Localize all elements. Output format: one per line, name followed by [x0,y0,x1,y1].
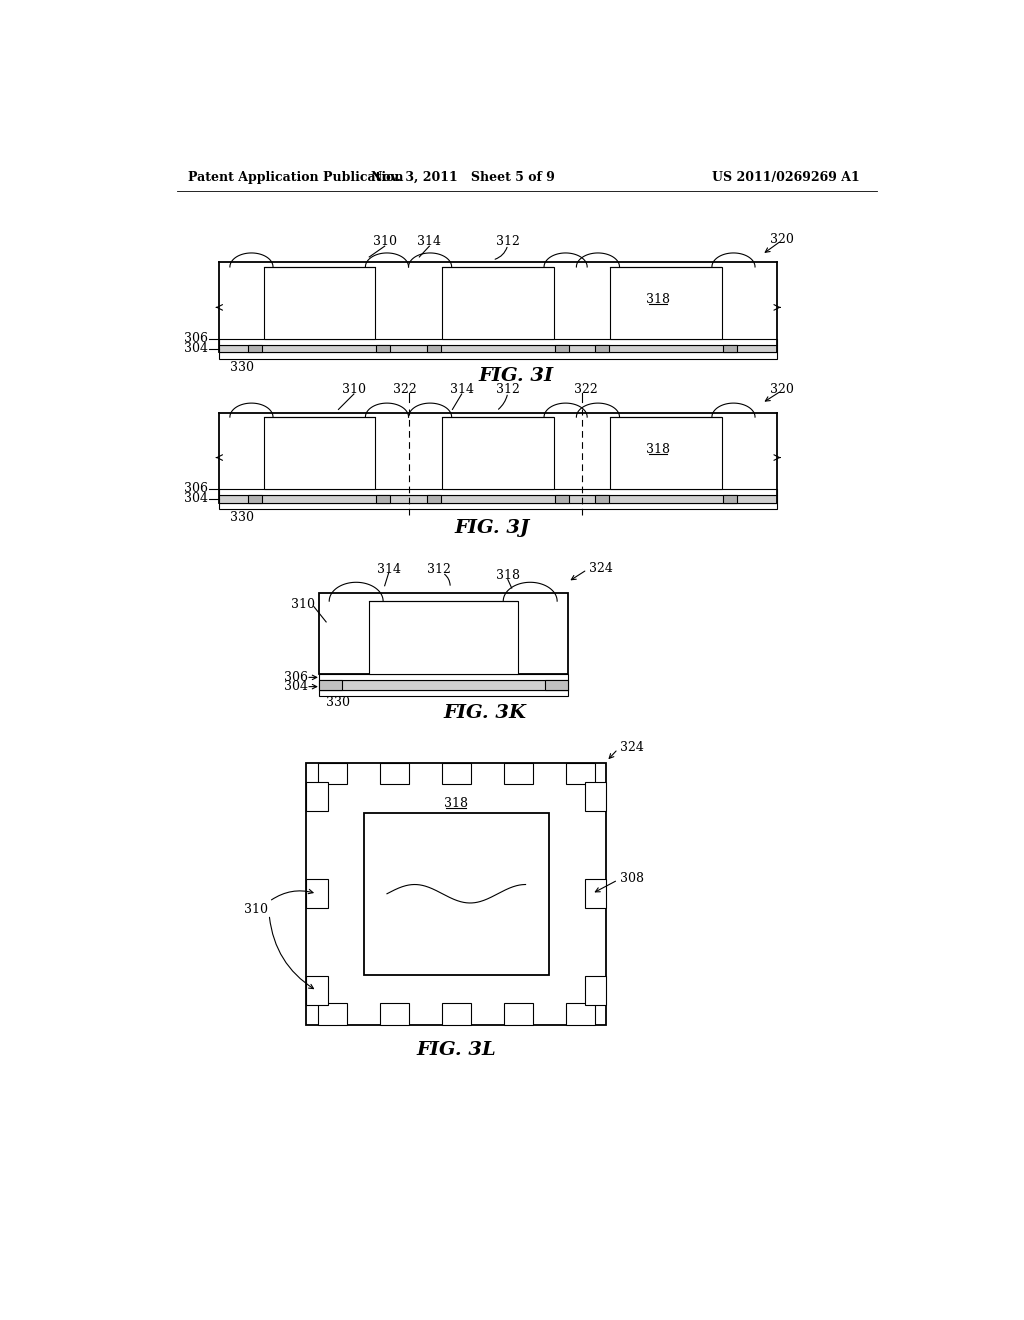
Bar [376,345,390,352]
Text: 310: 310 [244,903,267,916]
Bar [427,345,441,352]
Bar [219,488,777,495]
Text: 308: 308 [620,871,643,884]
Bar [319,594,568,675]
Text: 304: 304 [183,492,208,506]
Bar [427,495,441,503]
Bar [306,763,606,1024]
Text: 312: 312 [427,564,451,576]
Text: 304: 304 [284,680,307,693]
Bar [442,417,554,488]
Text: 322: 322 [393,383,417,396]
Bar [249,345,262,352]
Text: 314: 314 [450,383,474,396]
Bar [264,417,376,488]
Bar [555,345,568,352]
Text: FIG. 3K: FIG. 3K [443,704,526,722]
Bar [219,495,777,503]
Bar [219,345,777,352]
Bar [595,345,608,352]
Bar [319,681,342,689]
Bar [585,977,606,1006]
Bar [306,879,328,908]
Text: 320: 320 [770,383,794,396]
Bar [317,1003,347,1024]
Text: 314: 314 [418,235,441,248]
Bar [610,267,722,339]
Bar [376,495,390,503]
Text: 318: 318 [646,293,670,306]
Text: 324: 324 [589,561,612,574]
Text: 306: 306 [183,333,208,345]
Bar [219,503,777,508]
Bar [219,352,777,359]
Bar [380,1003,409,1024]
Bar [585,879,606,908]
Bar [306,977,328,1006]
Bar [219,339,777,345]
Text: 310: 310 [292,598,315,611]
Text: Patent Application Publication: Patent Application Publication [188,172,403,185]
Text: 314: 314 [377,564,400,576]
Text: 312: 312 [496,383,520,396]
Text: 312: 312 [496,235,520,248]
Bar [306,781,328,812]
Bar [585,781,606,812]
Text: 330: 330 [230,511,254,524]
Text: 310: 310 [373,235,396,248]
Text: 318: 318 [646,442,670,455]
Text: Nov. 3, 2011   Sheet 5 of 9: Nov. 3, 2011 Sheet 5 of 9 [372,172,555,185]
Bar [504,1003,532,1024]
Text: FIG. 3J: FIG. 3J [455,519,530,537]
Bar [723,345,736,352]
Bar [610,417,722,488]
Bar [565,1003,595,1024]
Bar [249,495,262,503]
Bar [319,675,568,681]
Text: 324: 324 [620,741,643,754]
Bar [319,690,568,696]
Bar [441,1003,471,1024]
Bar [370,601,518,675]
Bar [595,495,608,503]
Text: 304: 304 [183,342,208,355]
Bar [264,267,376,339]
Text: 318: 318 [496,569,520,582]
Bar [555,495,568,503]
Text: 330: 330 [327,696,350,709]
Text: 310: 310 [342,383,366,396]
Text: 330: 330 [230,362,254,375]
Bar [441,763,471,784]
Bar [317,763,347,784]
Bar [442,267,554,339]
Bar [723,495,736,503]
Bar [504,763,532,784]
Text: 320: 320 [770,232,794,246]
Bar [545,681,568,689]
Text: 306: 306 [183,482,208,495]
Text: 318: 318 [444,797,468,810]
Bar [380,763,409,784]
Text: 306: 306 [284,671,307,684]
Text: FIG. 3I: FIG. 3I [478,367,553,384]
Text: FIG. 3L: FIG. 3L [417,1041,497,1059]
Text: 322: 322 [573,383,598,396]
Bar [364,813,549,974]
Bar [319,681,568,689]
Text: US 2011/0269269 A1: US 2011/0269269 A1 [712,172,860,185]
Bar [565,763,595,784]
